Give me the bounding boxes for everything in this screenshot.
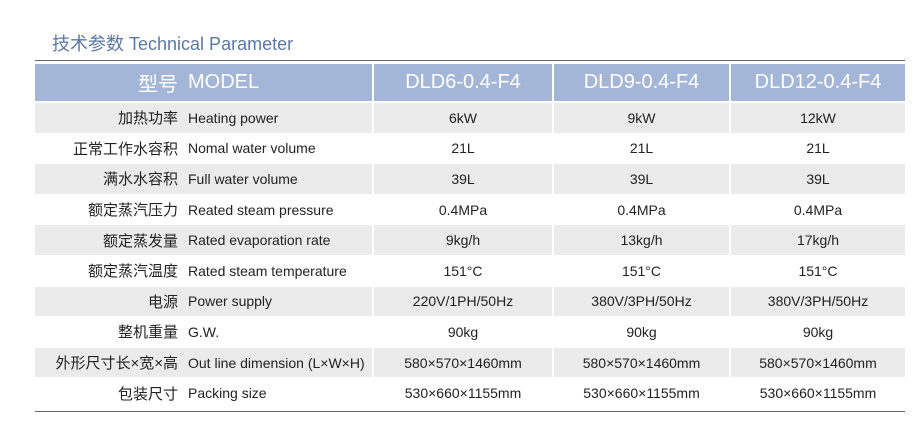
label-en: Out line dimension (L×W×H) (188, 354, 365, 371)
label-en: Reated steam pressure (188, 201, 334, 218)
title-cn: 技术参数 (52, 34, 124, 54)
bottom-rule (35, 411, 905, 412)
title: 技术参数 Technical Parameter (52, 30, 293, 56)
value-cell: 151°C (621, 262, 662, 279)
value-cell: 0.4MPa (617, 201, 666, 218)
value-cell: 0.4MPa (793, 201, 843, 218)
model-header: DLD9-0.4-F4 (554, 64, 729, 101)
value-cell: 21L (629, 140, 654, 157)
value-cell: 380V/3PH/50Hz (554, 286, 729, 317)
value-cell: 580×570×1460mm (374, 347, 552, 378)
value-cell: 39L (374, 164, 552, 194)
label-cn: 电源 (147, 293, 178, 311)
label-en: Rated evaporation rate (188, 232, 331, 249)
label-cn: 整机重量 (117, 324, 178, 342)
value-cell: 151°C (443, 262, 483, 279)
label-cn: 额定蒸汽压力 (87, 202, 178, 220)
label-cn: 正常工作水容积 (72, 140, 178, 158)
row-label: 型号 MODEL (35, 64, 372, 101)
label-en: Nomal water volume (188, 140, 316, 157)
value-cell: 530×660×1155mm (759, 385, 877, 402)
value-cell: 380V/3PH/50Hz (731, 286, 905, 317)
value-cell: 17kg/h (731, 225, 905, 255)
row-label: 满水水容积 Full water volume (35, 164, 372, 194)
label-en: Full water volume (188, 170, 298, 187)
label-cn: 包装尺寸 (117, 385, 178, 403)
label-en: Heating power (188, 109, 279, 126)
label-cn: 额定蒸汽温度 (87, 263, 178, 281)
value-cell: 39L (554, 164, 729, 194)
label-cn: 满水水容积 (102, 171, 178, 189)
value-cell: 90kg (626, 323, 657, 340)
row-label: 外形尺寸长×宽×高 Out line dimension (L×W×H) (35, 347, 372, 378)
row-label: 正常工作水容积 Nomal water volume (35, 134, 372, 164)
value-cell: 151°C (798, 262, 838, 279)
label-en: Power supply (188, 293, 273, 310)
value-cell: 580×570×1460mm (731, 347, 905, 378)
row-label: 额定蒸汽温度 Rated steam temperature (35, 256, 372, 286)
model-header: DLD12-0.4-F4 (731, 64, 905, 101)
value-cell: 39L (731, 164, 905, 194)
row-label: 电源 Power supply (35, 286, 372, 317)
label-en: MODEL (188, 71, 260, 93)
model-header: DLD6-0.4-F4 (374, 64, 552, 101)
label-cn: 型号 (138, 74, 178, 96)
value-cell: 13kg/h (554, 225, 729, 255)
row-label: 额定蒸汽压力 Reated steam pressure (35, 195, 372, 225)
title-rule (35, 60, 905, 61)
label-en: Rated steam temperature (188, 262, 347, 279)
value-cell: 580×570×1460mm (554, 347, 729, 378)
row-label: 包装尺寸 Packing size (35, 378, 372, 408)
value-cell: 21L (451, 140, 475, 157)
value-cell: 9kg/h (374, 225, 552, 255)
value-cell: 220V/1PH/50Hz (374, 286, 552, 317)
label-cn: 加热功率 (117, 110, 178, 128)
value-cell: 90kg (447, 323, 479, 340)
row-label: 加热功率 Heating power (35, 103, 372, 133)
value-cell: 12kW (731, 103, 905, 133)
value-cell: 530×660×1155mm (583, 385, 700, 402)
value-cell: 21L (806, 140, 830, 157)
value-cell: 530×660×1155mm (404, 385, 522, 402)
value-cell: 90kg (802, 323, 834, 340)
label-en: G.W. (188, 323, 220, 340)
value-cell: 9kW (554, 103, 729, 133)
title-en: Technical Parameter (129, 34, 294, 54)
row-label: 整机重量 G.W. (35, 317, 372, 347)
label-cn: 外形尺寸长×宽×高 (55, 355, 178, 373)
value-cell: 6kW (374, 103, 552, 133)
row-label: 额定蒸发量 Rated evaporation rate (35, 225, 372, 255)
value-cell: 0.4MPa (438, 201, 488, 218)
label-cn: 额定蒸发量 (102, 232, 178, 250)
label-en: Packing size (188, 385, 267, 402)
